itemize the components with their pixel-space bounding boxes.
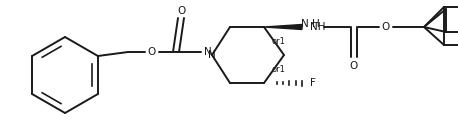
Text: or1: or1 bbox=[272, 64, 286, 74]
Text: H: H bbox=[312, 19, 320, 29]
Text: O: O bbox=[148, 47, 156, 57]
Text: or1: or1 bbox=[272, 36, 286, 46]
Polygon shape bbox=[264, 25, 302, 30]
Text: O: O bbox=[350, 61, 358, 71]
Text: O: O bbox=[177, 6, 185, 16]
Text: N: N bbox=[301, 19, 309, 29]
Text: F: F bbox=[310, 78, 316, 88]
Text: O: O bbox=[382, 22, 390, 32]
Text: NH: NH bbox=[310, 22, 326, 32]
Text: N: N bbox=[208, 50, 216, 60]
Text: N: N bbox=[204, 47, 212, 57]
